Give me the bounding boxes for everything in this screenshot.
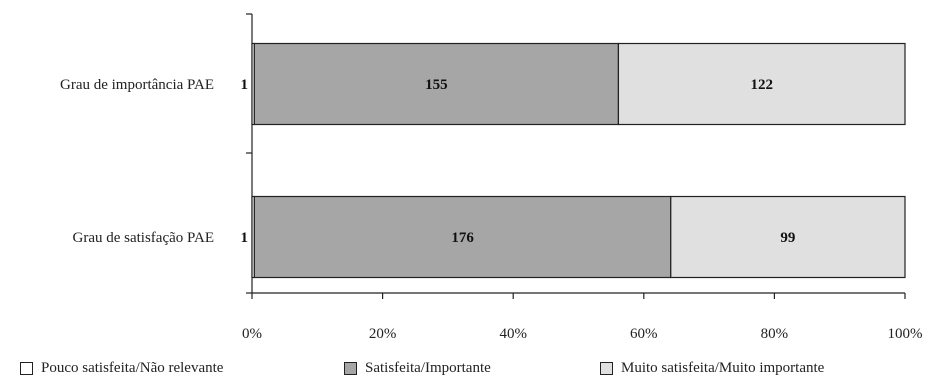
category-label: Grau de satisfação PAE — [73, 230, 215, 246]
data-label: 155 — [425, 77, 448, 93]
data-label: 122 — [750, 77, 773, 93]
legend-label-muito: Muito satisfeita/Muito importante — [621, 360, 825, 376]
bars — [251, 42, 906, 279]
data-label: 1 — [241, 230, 249, 246]
bar-segment-importancia-1 — [253, 42, 620, 126]
x-tick-label: 80% — [761, 326, 789, 342]
legend-label-satisfeita: Satisfeita/Importante — [365, 360, 491, 376]
x-tick-label: 100% — [888, 326, 923, 342]
legend-swatch-pouco — [20, 362, 33, 375]
x-tick-label: 60% — [630, 326, 658, 342]
legend-item-muito: Muito satisfeita/Muito importante — [600, 360, 824, 377]
data-label: 99 — [780, 230, 795, 246]
data-label: 1 — [241, 77, 249, 93]
bar-segment-importancia-2 — [617, 42, 906, 126]
x-tick-label: 0% — [242, 326, 262, 342]
category-label: Grau de importância PAE — [60, 77, 214, 93]
legend-label-pouco: Pouco satisfeita/Não relevante — [41, 360, 224, 376]
labels: 0% 20% 40% 60% 80% 100% 1 155 122 Grau de importâ… — [60, 77, 923, 342]
x-tick-label: 40% — [499, 326, 527, 342]
bar-segment-satisfacao-2 — [670, 195, 906, 279]
x-tick-label: 20% — [369, 326, 397, 342]
bar-segment-satisfacao-1 — [253, 195, 672, 279]
legend-swatch-satisfeita — [344, 362, 357, 375]
data-label: 176 — [451, 230, 474, 246]
stacked-bar-chart: 0% 20% 40% 60% 80% 100% 1 155 122 Grau de importâ… — [60, 13, 923, 342]
legend-item-pouco: Pouco satisfeita/Não relevante — [20, 360, 223, 377]
legend: Pouco satisfeita/Não relevante Satisfeit… — [0, 360, 930, 388]
legend-swatch-muito — [600, 362, 613, 375]
legend-item-satisfeita: Satisfeita/Importante — [344, 360, 491, 377]
